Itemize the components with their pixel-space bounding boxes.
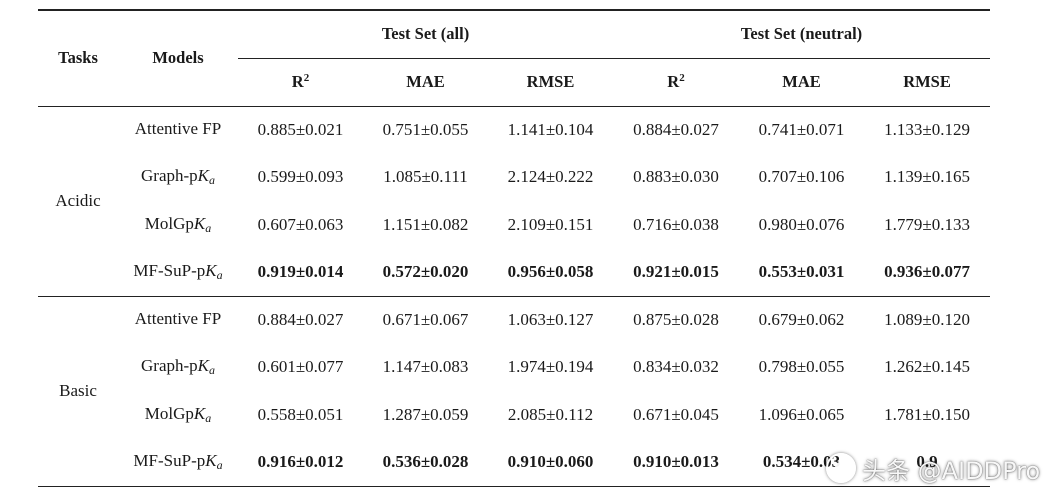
- metric-value: 0.910±0.060: [488, 438, 614, 487]
- metric-value: 1.974±0.194: [507, 357, 594, 377]
- metric-value: 0.884±0.027: [633, 120, 719, 139]
- metric-value: 0.536±0.028: [363, 438, 488, 487]
- metric-value: 0.572±0.020: [363, 248, 488, 297]
- metric-value: 0.910±0.013: [613, 438, 740, 487]
- metric-value: 0.921±0.015: [613, 248, 740, 297]
- model-name: MF-SuP-pKa: [118, 438, 238, 487]
- table-row: MolGpKa 0.607±0.063 1.151±0.082 2.109±0.151…: [38, 201, 990, 249]
- metric-value: 0.607±0.063: [257, 214, 344, 234]
- metric-value: 2.109±0.151: [507, 214, 594, 234]
- metric-value: 0.553±0.031: [739, 248, 865, 297]
- metric-value: 0.671±0.067: [382, 310, 469, 329]
- metric-value: 1.147±0.083: [382, 357, 469, 377]
- table-row: Acidic Attentive FP 0.885±0.021 0.751±0.055…: [38, 106, 990, 297]
- metric-value: 0.875±0.028: [633, 310, 719, 329]
- table-row: MF-SuP-pKa 0.919±0.014 0.572±0.020 0.956±0.…: [38, 248, 991, 297]
- metric-value: 0.884±0.027: [257, 310, 344, 329]
- metric-value: 0.9: [864, 438, 991, 487]
- header-mae-all: MAE: [363, 58, 488, 107]
- metric-value: 0.798±0.055: [758, 357, 845, 377]
- metric-value: 2.124±0.222: [507, 167, 594, 187]
- metric-value: 0.883±0.030: [633, 167, 719, 187]
- header-test-set-neutral: Test Set (neutral): [613, 9, 991, 59]
- model-name: Graph-pKa: [141, 356, 215, 378]
- header-tasks: Tasks: [38, 9, 118, 107]
- metric-value: 0.885±0.021: [257, 120, 344, 139]
- model-name: MolGpKa: [144, 213, 212, 235]
- metric-value: 0.671±0.045: [633, 404, 719, 424]
- metric-value: 1.063±0.127: [507, 310, 594, 329]
- header-r2-neutral: R2: [613, 58, 740, 107]
- table-row: Basic Attentive FP 0.884±0.027 0.671±0.067 1…: [38, 296, 990, 487]
- header-models: Models: [118, 9, 238, 107]
- results-table: Tasks Models Test Set (all) Test Set (ne…: [38, 9, 991, 487]
- header-test-set-all: Test Set (all): [238, 9, 614, 59]
- header-rmse-all: RMSE: [488, 58, 614, 107]
- watermark-text: 头条 @AIDDPro: [862, 456, 1041, 485]
- metric-value: 1.096±0.065: [758, 404, 845, 424]
- table-row: Graph-pKa 0.599±0.093 1.085±0.111 2.124±0.2…: [38, 154, 990, 202]
- metric-value: 0.679±0.062: [758, 310, 845, 329]
- metric-value: 1.133±0.129: [884, 120, 970, 139]
- metric-value: 0.980±0.076: [758, 214, 845, 234]
- metric-value: 1.779±0.133: [884, 214, 970, 234]
- metric-value: 1.287±0.059: [382, 404, 469, 424]
- table-row: MolGpKa 0.558±0.051 1.287±0.059 2.085±0.112…: [38, 391, 990, 439]
- metric-value: 1.781±0.150: [884, 404, 970, 424]
- metric-value: 0.741±0.071: [758, 120, 845, 139]
- metric-value: 1.151±0.082: [382, 214, 469, 234]
- metric-value: 0.956±0.058: [488, 248, 614, 297]
- toutiao-logo-icon: [826, 453, 856, 483]
- metric-value: 1.262±0.145: [884, 357, 970, 377]
- metric-value: 0.601±0.077: [257, 357, 344, 377]
- metric-value: 1.089±0.120: [884, 310, 970, 329]
- header-r2-all: R2: [238, 58, 363, 107]
- metric-value: 0.558±0.051: [257, 404, 344, 424]
- header-rmse-neutral: RMSE: [864, 58, 991, 107]
- metric-value: 0.936±0.077: [864, 248, 991, 297]
- metric-value: 0.707±0.106: [758, 167, 845, 187]
- metric-value: 1.085±0.111: [383, 167, 468, 187]
- metric-value: 0.716±0.038: [633, 214, 719, 234]
- task-label: Acidic: [38, 106, 118, 297]
- metric-value: 1.141±0.104: [507, 120, 594, 139]
- metric-value: 0.751±0.055: [382, 120, 469, 139]
- metric-value: 0.599±0.093: [257, 167, 344, 187]
- model-name: MF-SuP-pKa: [118, 248, 238, 297]
- watermark: 头条 @AIDDPro: [826, 446, 1040, 490]
- metric-value: 0.834±0.032: [633, 357, 719, 377]
- model-name: Graph-pKa: [141, 166, 215, 188]
- model-name: MolGpKa: [144, 403, 212, 425]
- model-name: Attentive FP: [134, 119, 222, 138]
- metric-value: 2.085±0.112: [507, 404, 594, 424]
- metric-value: 1.139±0.165: [884, 167, 970, 187]
- table-row: Graph-pKa 0.601±0.077 1.147±0.083 1.974±0.1…: [38, 344, 990, 392]
- metric-value: 0.919±0.014: [238, 248, 363, 297]
- metric-value: 0.916±0.012: [238, 438, 363, 487]
- task-label: Basic: [38, 296, 118, 487]
- header-mae-neutral: MAE: [739, 58, 865, 107]
- model-name: Attentive FP: [134, 309, 222, 328]
